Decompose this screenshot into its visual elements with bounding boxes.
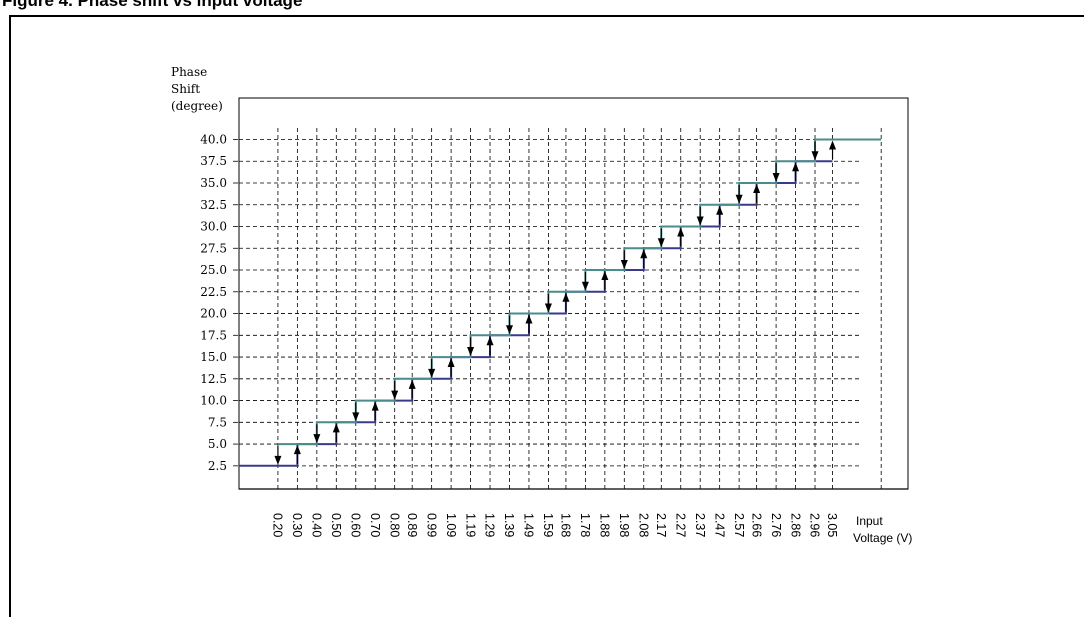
x-tick-label: 0.40 xyxy=(310,513,324,537)
y-tick-label: 25.0 xyxy=(200,263,227,277)
plot-area-box xyxy=(238,97,909,490)
x-tick-labels: 0.20 0.30 0.40 0.50 0.60 0.70 0.80 0.89 0.99 1.09… xyxy=(271,513,840,537)
up-arrow-head xyxy=(716,205,724,215)
y-tick-label: 10.0 xyxy=(200,394,227,408)
x-tick-label: 2.76 xyxy=(769,513,783,537)
x-tick-label: 2.96 xyxy=(808,513,822,537)
down-arrow-head xyxy=(467,347,475,357)
down-arrow-head xyxy=(428,368,436,378)
y-tick-label: 27.5 xyxy=(200,241,227,255)
up-arrow-head xyxy=(525,314,533,324)
y-tick-label: 20.0 xyxy=(200,307,227,321)
plot-border xyxy=(238,97,909,490)
y-tick-label: 35.0 xyxy=(200,176,227,190)
y-axis-label-line: (degree) xyxy=(171,99,223,113)
y-axis-label-line: Shift xyxy=(171,82,200,96)
down-arrow-head xyxy=(772,172,780,182)
down-arrow-head xyxy=(811,151,819,161)
y-tick-label: 37.5 xyxy=(200,154,227,168)
x-tick-label: 2.86 xyxy=(788,513,802,537)
down-arrow-head xyxy=(581,281,589,291)
down-arrow-head xyxy=(313,434,321,444)
up-arrow-head xyxy=(792,162,800,172)
x-tick-label: 0.20 xyxy=(271,513,285,537)
y-tick-label: 32.5 xyxy=(200,198,227,212)
up-arrow-head xyxy=(293,445,301,455)
y-tick-label: 30.0 xyxy=(200,220,227,234)
up-arrow-head xyxy=(601,271,609,281)
x-tick-label: 3.05 xyxy=(825,513,839,537)
y-tick-label: 5.0 xyxy=(208,437,227,451)
x-tick-label: 1.68 xyxy=(559,513,573,537)
figure-caption: Figure 4. Phase shift vs input voltage xyxy=(2,0,303,10)
x-tick-label: 0.99 xyxy=(424,513,438,537)
down-arrow-head xyxy=(657,238,665,248)
up-arrow-head xyxy=(640,249,648,259)
down-arrow-head xyxy=(391,390,399,400)
x-tick-label: 0.30 xyxy=(290,513,304,537)
x-tick-label: 1.39 xyxy=(502,513,516,537)
down-arrow-head xyxy=(735,194,743,204)
down-arrow-head xyxy=(352,412,360,422)
x-tick-label: 1.98 xyxy=(617,513,631,537)
y-tick-labels: 2.5 5.0 7.5 10.0 12.5 15.0 17.5 20.0 22.5 25.0 27.… xyxy=(200,132,238,473)
down-arrow-head xyxy=(620,260,628,270)
transition-arrows xyxy=(274,140,837,465)
x-tick-label: 1.29 xyxy=(483,513,497,537)
up-arrow-head xyxy=(486,336,494,346)
figure-caption-strip: Figure 4. Phase shift vs input voltage xyxy=(0,0,1084,14)
x-axis-label-line: Voltage (V) xyxy=(853,531,912,545)
series-line-2 xyxy=(277,138,882,446)
up-arrow-head xyxy=(677,227,685,237)
x-tick-label: 1.59 xyxy=(541,513,555,537)
x-axis-label-line: Input xyxy=(856,514,883,528)
down-arrow-head xyxy=(696,216,704,226)
y-tick-label: 22.5 xyxy=(200,285,227,299)
y-tick-label: 7.5 xyxy=(208,415,227,429)
down-arrow-head xyxy=(505,325,513,335)
x-tick-label: 1.78 xyxy=(578,513,592,537)
up-arrow-head xyxy=(829,140,837,150)
down-arrow-head xyxy=(544,303,552,313)
y-axis-label-line: Phase xyxy=(171,65,207,79)
x-tick-label: 2.27 xyxy=(673,513,687,537)
x-tick-label: 0.70 xyxy=(368,513,382,537)
x-axis-label: Input Voltage (V) xyxy=(853,514,912,545)
x-tick-label: 2.17 xyxy=(654,513,668,537)
y-axis-label: Phase Shift (degree) xyxy=(171,65,223,113)
y-tick-label: 15.0 xyxy=(200,350,227,364)
up-arrow-head xyxy=(371,401,379,411)
x-tick-label: 0.60 xyxy=(348,513,362,537)
x-tick-label: 0.50 xyxy=(329,513,343,537)
x-tick-label: 1.09 xyxy=(444,513,458,537)
x-tick-label: 1.19 xyxy=(463,513,477,537)
up-arrow-head xyxy=(562,292,570,302)
y-tick-label: 12.5 xyxy=(200,372,227,386)
x-tick-label: 2.08 xyxy=(636,513,650,537)
down-arrow-head xyxy=(274,455,282,465)
y-tick-label: 2.5 xyxy=(208,459,227,473)
figure-frame xyxy=(9,15,1084,617)
y-tick-label: 40.0 xyxy=(200,132,227,146)
series-lines xyxy=(239,138,882,467)
x-tick-label: 2.57 xyxy=(732,513,746,537)
x-tick-label: 1.88 xyxy=(598,513,612,537)
x-tick-label: 1.49 xyxy=(522,513,536,537)
up-arrow-head xyxy=(408,379,416,389)
up-arrow-head xyxy=(332,423,340,433)
x-tick-label: 2.47 xyxy=(712,513,726,537)
y-tick-label: 17.5 xyxy=(200,328,227,342)
x-tick-label: 2.37 xyxy=(693,513,707,537)
x-tick-label: 0.80 xyxy=(387,513,401,537)
x-tick-label: 0.89 xyxy=(405,513,419,537)
x-tick-label: 2.66 xyxy=(749,513,763,537)
up-arrow-head xyxy=(447,358,455,368)
up-arrow-head xyxy=(753,183,761,193)
